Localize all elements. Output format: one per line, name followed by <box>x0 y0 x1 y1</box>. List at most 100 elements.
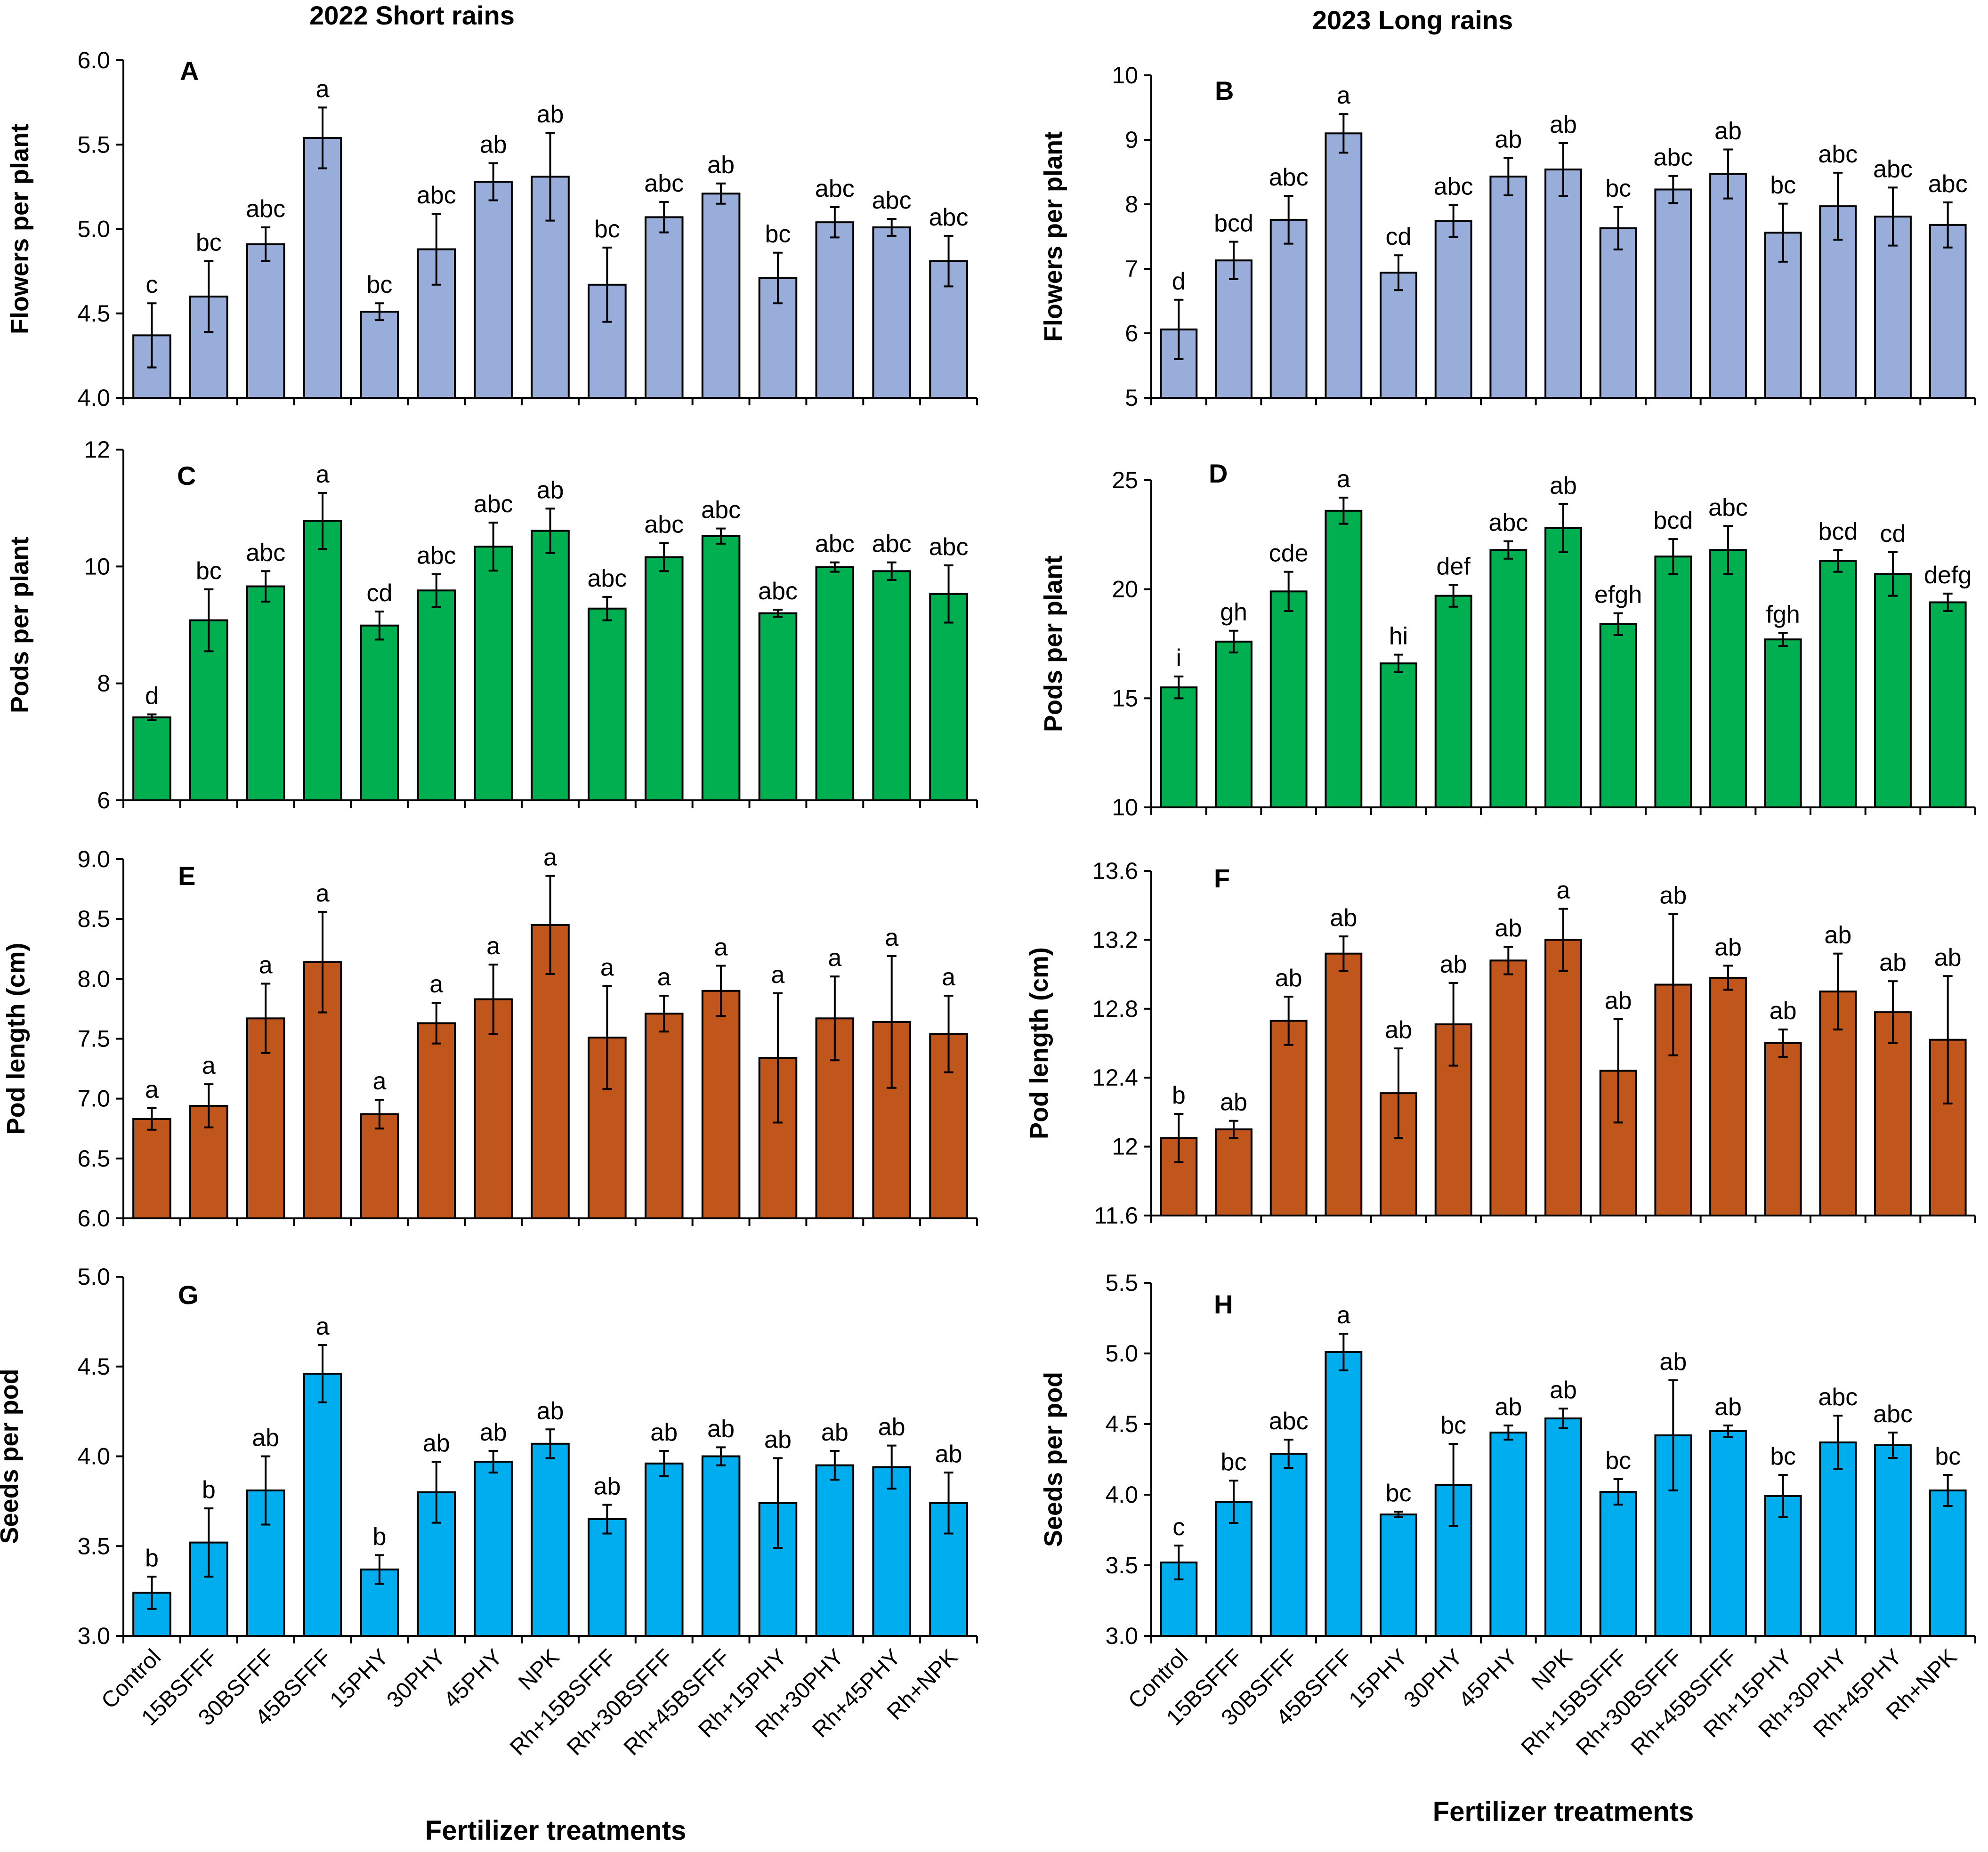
significance-letter: ab <box>1550 472 1577 499</box>
significance-letter: ab <box>764 1426 792 1453</box>
significance-letter: ab <box>1824 922 1851 949</box>
significance-letter: ab <box>1330 904 1357 932</box>
bar-Rh+30PHY <box>815 566 855 801</box>
y-tick-label: 5.0 <box>77 216 110 242</box>
panel-letter: E <box>178 861 195 891</box>
significance-letter: c <box>1172 1514 1185 1541</box>
x-tick-label: 15PHY <box>325 1644 394 1713</box>
bar-NPK <box>531 530 570 801</box>
bar-45BSFFF <box>1325 1351 1363 1637</box>
bar-Rh+30PHY <box>1819 560 1857 808</box>
significance-letter: abc <box>872 531 912 558</box>
bar-Control <box>1160 686 1198 808</box>
bar-45PHY <box>474 1460 513 1637</box>
y-tick-label: 6 <box>97 787 110 813</box>
y-tick-label: 8 <box>97 670 110 697</box>
bar-Control <box>132 1592 171 1637</box>
significance-letter: ab <box>935 1441 962 1468</box>
bar-30BSFFF <box>1269 590 1308 809</box>
bar-45BSFFF <box>1325 509 1363 809</box>
bar-15BSFFF <box>1215 259 1253 399</box>
significance-letter: cde <box>1269 540 1309 567</box>
significance-letter: ab <box>1550 111 1577 138</box>
y-tick-label: 6.0 <box>77 47 110 73</box>
significance-letter: ab <box>1495 126 1522 153</box>
significance-letter: bc <box>1770 1443 1796 1470</box>
y-tick-label: 13.6 <box>1092 858 1138 884</box>
significance-letter: d <box>145 682 159 709</box>
significance-letter: c <box>145 271 158 298</box>
bar-Rh+15BSFFF <box>1599 623 1637 809</box>
y-tick-label: 13.2 <box>1092 926 1138 953</box>
bar-Rh+30PHY <box>815 1464 855 1637</box>
y-tick-label: 5.5 <box>77 131 110 158</box>
bar-Rh+45BSFFF <box>1709 549 1747 809</box>
season-title-right: 2023 Long rains <box>1312 5 1513 35</box>
significance-letter: bc <box>366 271 392 298</box>
y-tick-label: 12 <box>1112 1134 1138 1160</box>
panel-letter: B <box>1215 76 1234 105</box>
bar-30PHY <box>1434 220 1472 399</box>
significance-letter: abc <box>1928 170 1968 198</box>
y-tick-label: 10 <box>1112 794 1138 821</box>
bar-15PHY <box>360 624 399 802</box>
panel-letter: C <box>177 461 196 491</box>
significance-letter: ab <box>423 1430 450 1457</box>
bar-NPK <box>1544 527 1582 808</box>
significance-letter: ab <box>1385 1016 1412 1044</box>
x-tick-label: 30PHY <box>382 1644 451 1713</box>
bar-30BSFFF <box>246 243 285 399</box>
bar-45PHY <box>474 546 513 802</box>
y-tick-label: 5.5 <box>1105 1270 1138 1296</box>
bar-NPK <box>531 1442 570 1637</box>
significance-letter: bc <box>1935 1443 1961 1470</box>
significance-letter: cd <box>1880 520 1906 548</box>
bar-Rh+45PHY <box>1874 216 1912 399</box>
bar-15PHY <box>1380 272 1417 399</box>
x-axis-title-left: Fertilizer treatments <box>425 1815 686 1846</box>
bar-Rh+15BSFFF <box>1599 1491 1637 1637</box>
y-tick-label: 7.0 <box>77 1086 110 1112</box>
significance-letter: i <box>1176 644 1182 672</box>
bar-Rh+30BSFFF <box>644 216 684 399</box>
y-axis-title: Pod length (cm) <box>1025 947 1053 1139</box>
y-tick-label: 10 <box>1112 62 1138 89</box>
bar-15PHY <box>1380 662 1417 808</box>
bar-Rh+15PHY <box>1764 1042 1802 1216</box>
bar-Rh+30BSFFF <box>1654 188 1692 399</box>
bar-Rh+30BSFFF <box>1654 556 1692 808</box>
bar-15BSFFF <box>1215 640 1253 809</box>
bar-Rh+45BSFFF <box>701 1455 741 1637</box>
significance-letter: b <box>202 1476 216 1504</box>
y-tick-label: 6.0 <box>77 1205 110 1232</box>
bar-45PHY <box>1489 176 1527 399</box>
y-tick-label: 6.5 <box>77 1145 110 1172</box>
panel-letter: D <box>1209 459 1228 488</box>
y-tick-label: 11.6 <box>1094 1202 1138 1229</box>
significance-letter: ab <box>707 152 735 179</box>
significance-letter: bcd <box>1214 209 1253 237</box>
y-tick-label: 3.5 <box>77 1533 110 1559</box>
y-tick-label: 4.5 <box>77 1353 110 1380</box>
panel-letter: G <box>178 1280 199 1310</box>
bar-Rh+45BSFFF <box>1709 976 1747 1216</box>
bar-45BSFFF <box>1325 132 1363 399</box>
bar-45PHY <box>474 998 513 1220</box>
y-tick-label: 3.0 <box>1105 1623 1138 1649</box>
significance-letter: a <box>259 952 273 979</box>
significance-letter: abc <box>815 175 855 202</box>
bar-Rh+15PHY <box>1764 1495 1802 1637</box>
significance-letter: a <box>828 944 841 972</box>
significance-letter: a <box>316 1313 330 1340</box>
significance-letter: bc <box>765 221 791 248</box>
significance-letter: a <box>1337 1302 1350 1329</box>
y-tick-label: 3.0 <box>77 1623 110 1649</box>
significance-letter: ab <box>1714 1393 1742 1421</box>
bar-15PHY <box>360 1113 399 1219</box>
y-tick-label: 12 <box>84 436 110 463</box>
x-tick-label: 15PHY <box>1344 1644 1413 1713</box>
significance-letter: bc <box>1605 1447 1631 1474</box>
x-tick-label: NPK <box>514 1644 564 1695</box>
significance-letter: b <box>1172 1082 1186 1109</box>
x-tick-label: 45PHY <box>439 1644 507 1713</box>
